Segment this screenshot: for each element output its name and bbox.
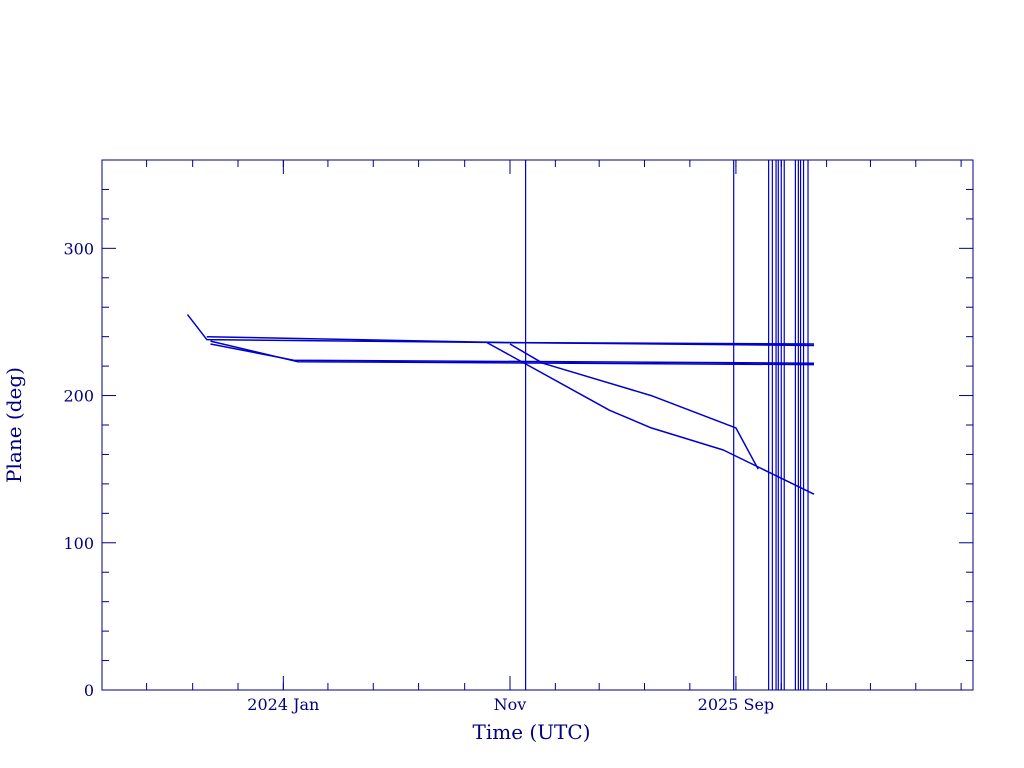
x-tick-label: 2025 Sep (698, 695, 774, 714)
series-line-3 (210, 343, 815, 364)
y-tick-label: 300 (63, 239, 94, 258)
y-axis-title: Plane (deg) (2, 367, 26, 483)
x-tick-label: 2024 Jan (247, 695, 319, 714)
x-tick-label: Nov (494, 695, 527, 714)
y-tick-label: 100 (63, 534, 94, 553)
series-line-6 (486, 341, 815, 495)
series-line-1 (186, 314, 815, 345)
vertical-lines-layer (525, 160, 809, 690)
series-line-2 (206, 335, 815, 347)
y-tick-label: 0 (84, 681, 94, 700)
series-layer (186, 314, 815, 495)
y-tick-label: 200 (63, 387, 94, 406)
plot-frame (101, 159, 974, 691)
ticks-layer: 0 100 200 300 2024 Jan Nov 2025 Sep (63, 160, 973, 714)
x-axis-title: Time (UTC) (473, 720, 591, 744)
series-line-5 (509, 343, 759, 470)
series-line-4 (210, 340, 815, 366)
